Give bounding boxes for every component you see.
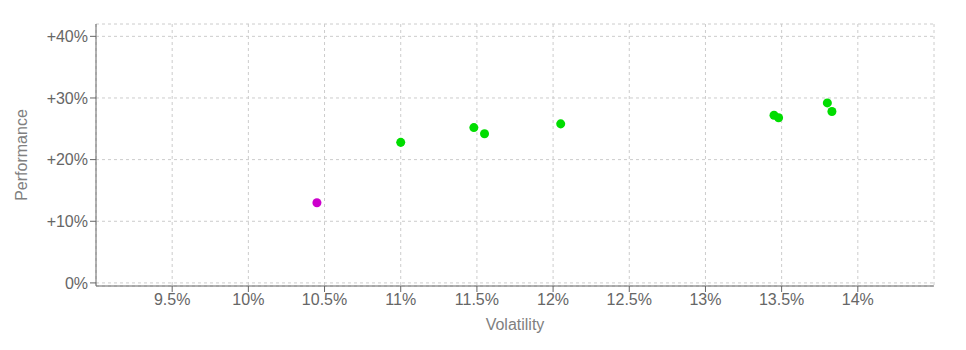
svg-text:13.5%: 13.5%	[759, 291, 804, 308]
svg-text:10.5%: 10.5%	[302, 291, 347, 308]
svg-text:12%: 12%	[537, 291, 569, 308]
svg-text:11.5%: 11.5%	[455, 291, 499, 308]
svg-text:Volatility: Volatility	[486, 316, 545, 333]
svg-text:+20%: +20%	[47, 151, 88, 168]
svg-text:12.5%: 12.5%	[607, 291, 652, 308]
svg-text:9.5%: 9.5%	[154, 291, 190, 308]
svg-text:11%: 11%	[385, 291, 416, 308]
svg-text:+30%: +30%	[47, 90, 88, 107]
svg-text:13%: 13%	[689, 291, 721, 308]
svg-text:10%: 10%	[232, 291, 264, 308]
svg-text:14%: 14%	[842, 291, 874, 308]
svg-text:+40%: +40%	[47, 28, 88, 45]
svg-text:+10%: +10%	[47, 213, 88, 230]
svg-text:0%: 0%	[65, 275, 88, 292]
svg-text:Performance: Performance	[13, 109, 30, 201]
